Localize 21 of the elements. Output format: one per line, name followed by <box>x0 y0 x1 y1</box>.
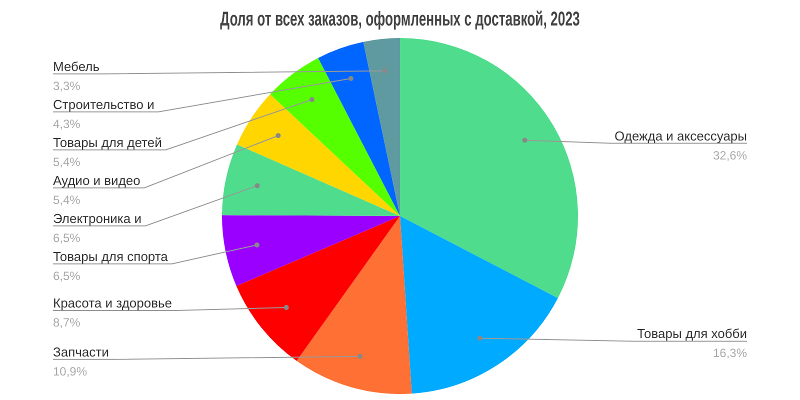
slice-label: Аудио и видео <box>53 172 140 188</box>
data-label: 5,4% <box>53 154 81 169</box>
slice-label: Запчасти <box>53 344 109 360</box>
slice-label: Товары для хобби <box>637 326 747 342</box>
slice-label: Строительство и <box>53 96 154 112</box>
data-label: 32,6% <box>712 148 748 162</box>
slice-label: Товары для детей <box>53 134 162 150</box>
slice-label: Товары для спорта <box>53 248 169 264</box>
data-label: 8,7% <box>53 316 81 330</box>
data-label: 3,3% <box>53 78 81 93</box>
data-label: 5,4% <box>53 192 81 207</box>
slice-label: Электроника и <box>53 210 142 226</box>
chart-title: Доля от всех заказов, оформленных с доставкой, 2023 <box>220 8 580 30</box>
data-label: 4,3% <box>53 116 81 131</box>
data-label: 6,5% <box>53 230 81 245</box>
data-label: 16,3% <box>712 346 748 360</box>
slice-label: Красота и здоровье <box>53 296 172 311</box>
slice-label: Мебель <box>53 58 100 74</box>
data-label: 10,9% <box>53 364 88 378</box>
data-label: 6,5% <box>53 268 81 283</box>
slice-label: Одежда и аксессуары <box>614 128 748 144</box>
